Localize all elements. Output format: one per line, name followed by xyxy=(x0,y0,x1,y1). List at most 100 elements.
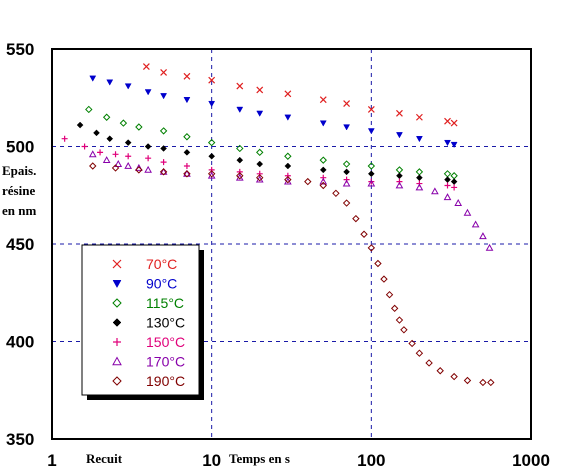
data-point xyxy=(360,230,368,238)
legend: 70°C 90°C 115°C 130°C 150°C 170°C 190°C xyxy=(81,244,204,400)
data-point xyxy=(106,79,114,86)
legend-marker xyxy=(112,356,122,366)
data-point xyxy=(85,105,93,114)
y-tick-label: 400 xyxy=(6,333,34,352)
x-tick-label: 100 xyxy=(357,451,385,470)
data-point xyxy=(183,170,191,178)
data-point xyxy=(207,138,216,147)
data-point xyxy=(304,177,312,186)
data-point xyxy=(395,316,404,324)
series-5 xyxy=(88,150,494,251)
data-point xyxy=(81,143,88,150)
series-layer xyxy=(61,63,495,387)
data-point xyxy=(111,164,120,172)
data-point xyxy=(342,160,351,168)
data-point xyxy=(135,163,143,171)
data-point xyxy=(256,110,264,117)
data-point xyxy=(343,124,351,131)
data-point xyxy=(431,187,439,195)
data-point xyxy=(479,378,487,387)
data-point xyxy=(415,349,424,357)
data-point xyxy=(408,339,416,348)
data-point xyxy=(463,208,472,216)
data-point xyxy=(160,93,168,100)
data-point xyxy=(256,173,264,182)
y-tick-label: 450 xyxy=(6,235,34,254)
data-point xyxy=(124,83,132,90)
data-point xyxy=(436,367,444,375)
data-point xyxy=(450,178,458,185)
data-point xyxy=(183,148,191,156)
data-point xyxy=(236,144,244,153)
legend-label: 190°C xyxy=(146,373,185,389)
data-point xyxy=(487,378,495,387)
data-point xyxy=(106,135,114,143)
legend-marker xyxy=(113,338,121,346)
y-axis-label-line2: résine xyxy=(2,183,35,198)
data-point xyxy=(450,172,458,180)
data-point xyxy=(390,304,399,313)
data-point xyxy=(443,193,452,201)
series-3 xyxy=(76,121,458,185)
data-point xyxy=(485,243,494,251)
data-point xyxy=(454,199,463,206)
data-point xyxy=(396,132,403,139)
data-point xyxy=(207,170,216,178)
legend-label: 70°C xyxy=(146,256,177,272)
data-point xyxy=(144,89,152,96)
legend-marker xyxy=(112,280,122,289)
legend-label: 130°C xyxy=(146,315,185,331)
data-point xyxy=(284,152,292,160)
data-point xyxy=(374,259,382,268)
data-point xyxy=(89,162,97,170)
data-point xyxy=(444,139,451,147)
data-point xyxy=(444,176,451,184)
data-point xyxy=(236,82,244,90)
data-point xyxy=(425,359,433,367)
data-point xyxy=(444,182,451,189)
data-point xyxy=(93,129,100,137)
data-point xyxy=(400,326,408,334)
data-point xyxy=(451,184,458,191)
data-point xyxy=(160,68,168,76)
tick-labels: 350 400 450 500 550 1 10 100 1000 xyxy=(6,40,550,470)
data-point xyxy=(256,160,264,168)
data-point xyxy=(183,72,191,80)
data-point xyxy=(450,372,458,381)
x-axis-label-left: Recuit xyxy=(86,451,123,466)
data-point xyxy=(76,121,84,129)
y-axis-label-line1: Epais. xyxy=(2,163,36,178)
data-point xyxy=(367,244,376,252)
legend-label: 150°C xyxy=(146,334,185,350)
data-point xyxy=(124,161,133,169)
data-point xyxy=(367,179,376,187)
data-point xyxy=(284,175,292,184)
data-point xyxy=(114,160,123,167)
data-point xyxy=(89,75,97,82)
data-point xyxy=(319,120,327,127)
data-point xyxy=(352,214,360,223)
y-tick-label: 350 xyxy=(6,430,34,449)
data-point xyxy=(396,109,403,117)
legend-label: 90°C xyxy=(146,276,177,292)
x-tick-label: 1 xyxy=(47,451,56,470)
x-tick-label: 10 xyxy=(202,451,221,470)
data-point xyxy=(415,183,424,191)
data-point xyxy=(463,376,472,385)
data-point xyxy=(119,119,128,127)
plot-frame xyxy=(51,48,532,440)
data-point xyxy=(142,63,150,70)
data-point xyxy=(416,174,423,182)
data-point xyxy=(236,156,244,164)
data-point xyxy=(443,170,452,178)
data-point xyxy=(135,123,143,131)
data-point xyxy=(144,165,152,173)
legend-label: 170°C xyxy=(146,354,185,370)
data-point xyxy=(88,150,97,158)
data-point xyxy=(444,117,451,125)
data-point xyxy=(415,113,423,121)
data-point xyxy=(367,162,376,170)
data-point xyxy=(61,135,68,142)
legend-box xyxy=(81,244,200,396)
